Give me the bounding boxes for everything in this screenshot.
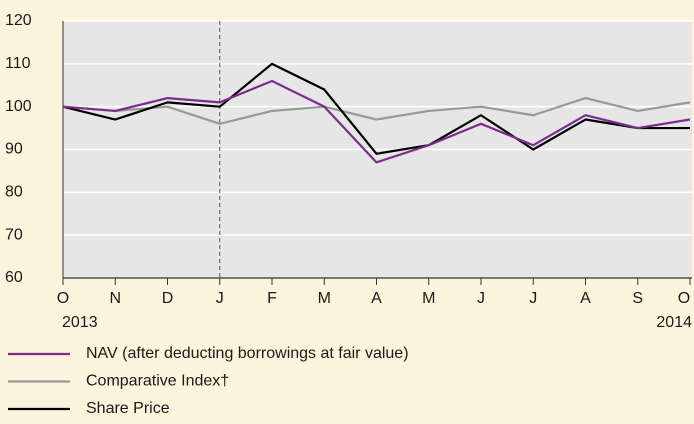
series-line — [62, 62, 690, 155]
legend-label: NAV (after deducting borrowings at fair … — [86, 345, 409, 362]
y-tick-label: 110 — [5, 55, 31, 72]
series-line — [62, 79, 691, 164]
x-tick-label: O — [57, 290, 69, 307]
x-tick-label: A — [580, 290, 591, 307]
x-tick-label: O — [678, 290, 690, 307]
x-tick-label: M — [318, 290, 331, 307]
x-tick-label: F — [267, 290, 277, 307]
x-tick-label: A — [371, 290, 382, 307]
x-tick-label: J — [529, 290, 537, 307]
x-tick-label: M — [422, 290, 435, 307]
legend-label: Share Price — [86, 400, 170, 417]
year-label: 2013 — [62, 314, 98, 331]
year-label: 2014 — [656, 314, 692, 331]
series-line — [62, 96, 691, 125]
x-tick-label: J — [477, 290, 485, 307]
y-tick-label: 60 — [5, 269, 23, 286]
x-tick-label: S — [632, 290, 643, 307]
y-tick-label: 70 — [5, 226, 23, 243]
y-tick-label: 100 — [5, 98, 32, 115]
x-tick-label: D — [162, 290, 174, 307]
y-tick-label: 90 — [5, 141, 23, 158]
y-tick-label: 120 — [5, 12, 32, 29]
x-tick-label: N — [109, 290, 121, 307]
y-tick-label: 80 — [5, 184, 23, 201]
x-tick-label: J — [216, 290, 224, 307]
legend-label: Comparative Index† — [86, 373, 229, 390]
